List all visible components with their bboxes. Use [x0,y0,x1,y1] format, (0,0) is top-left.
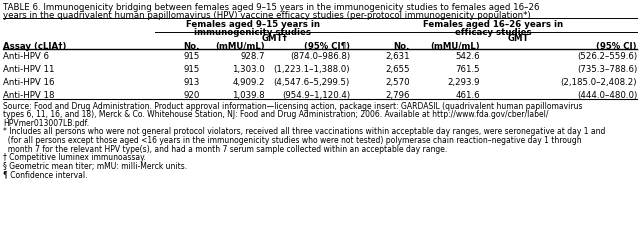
Text: (4,547.6–5,299.5): (4,547.6–5,299.5) [274,78,350,87]
Text: 1,039.8: 1,039.8 [232,91,265,100]
Text: No.: No. [394,42,410,51]
Text: 761.5: 761.5 [456,65,480,74]
Text: immunogenicity studies: immunogenicity studies [194,28,311,37]
Text: Source: Food and Drug Administration. Product approval information—licensing act: Source: Food and Drug Administration. Pr… [3,102,582,110]
Text: ¶ Confidence interval.: ¶ Confidence interval. [3,169,88,178]
Text: 1,303.0: 1,303.0 [232,65,265,74]
Text: Anti-HPV 16: Anti-HPV 16 [3,78,54,87]
Text: 928.7: 928.7 [241,52,265,61]
Text: efficacy studies: efficacy studies [455,28,532,37]
Text: Anti-HPV 18: Anti-HPV 18 [3,91,54,100]
Text: (for all persons except those aged <16 years in the immunogenicity studies who w: (for all persons except those aged <16 y… [3,135,582,144]
Text: 913: 913 [184,78,200,87]
Text: 920: 920 [184,91,200,100]
Text: 542.6: 542.6 [456,52,480,61]
Text: No.: No. [184,42,200,51]
Text: 2,655: 2,655 [385,65,410,74]
Text: 2,796: 2,796 [385,91,410,100]
Text: (2,185.0–2,408.2): (2,185.0–2,408.2) [561,78,637,87]
Text: GMT: GMT [508,34,529,43]
Text: 2,631: 2,631 [385,52,410,61]
Text: * Includes all persons who were not general protocol violators, received all thr: * Includes all persons who were not gene… [3,127,605,136]
Text: (mMU/mL): (mMU/mL) [430,42,480,51]
Text: § Geometric mean titer; mMU: milli-Merck units.: § Geometric mean titer; mMU: milli-Merck… [3,161,187,170]
Text: types 6, 11, 16, and 18), Merck & Co. Whitehouse Station, NJ: Food and Drug Admi: types 6, 11, 16, and 18), Merck & Co. Wh… [3,110,548,119]
Text: (526.2–559.6): (526.2–559.6) [577,52,637,61]
Text: (954.9–1,120.4): (954.9–1,120.4) [282,91,350,100]
Text: Assay (cLIA†): Assay (cLIA†) [3,42,67,51]
Text: Females aged 16–26 years in: Females aged 16–26 years in [424,20,564,29]
Text: (1,223.1–1,388.0): (1,223.1–1,388.0) [273,65,350,74]
Text: (95% CI): (95% CI) [596,42,637,51]
Text: years in the quadrivalent human papillomavirus (HPV) vaccine efficacy studies (p: years in the quadrivalent human papillom… [3,11,531,20]
Text: 461.6: 461.6 [456,91,480,100]
Text: month 7 for the relevant HPV type(s), and had a month 7 serum sample collected w: month 7 for the relevant HPV type(s), an… [3,144,447,153]
Text: 2,293.9: 2,293.9 [447,78,480,87]
Text: 915: 915 [184,65,200,74]
Text: Anti-HPV 6: Anti-HPV 6 [3,52,49,61]
Text: † Competitive luminex immunoassay.: † Competitive luminex immunoassay. [3,152,146,161]
Text: HPVmer013007LB.pdf.: HPVmer013007LB.pdf. [3,119,89,128]
Text: 4,909.2: 4,909.2 [232,78,265,87]
Text: (444.0–480.0): (444.0–480.0) [577,91,637,100]
Text: 915: 915 [184,52,200,61]
Text: TABLE 6. Immunogenicity bridging between females aged 9–15 years in the immunoge: TABLE 6. Immunogenicity bridging between… [3,3,540,12]
Text: GMT†: GMT† [262,34,288,43]
Text: 2,570: 2,570 [385,78,410,87]
Text: (735.3–788.6): (735.3–788.6) [577,65,637,74]
Text: (mMU/mL): (mMU/mL) [216,42,265,51]
Text: (874.0–986.8): (874.0–986.8) [290,52,350,61]
Text: Anti-HPV 11: Anti-HPV 11 [3,65,54,74]
Text: Females aged 9–15 years in: Females aged 9–15 years in [186,20,319,29]
Text: (95% CI¶): (95% CI¶) [304,42,350,51]
